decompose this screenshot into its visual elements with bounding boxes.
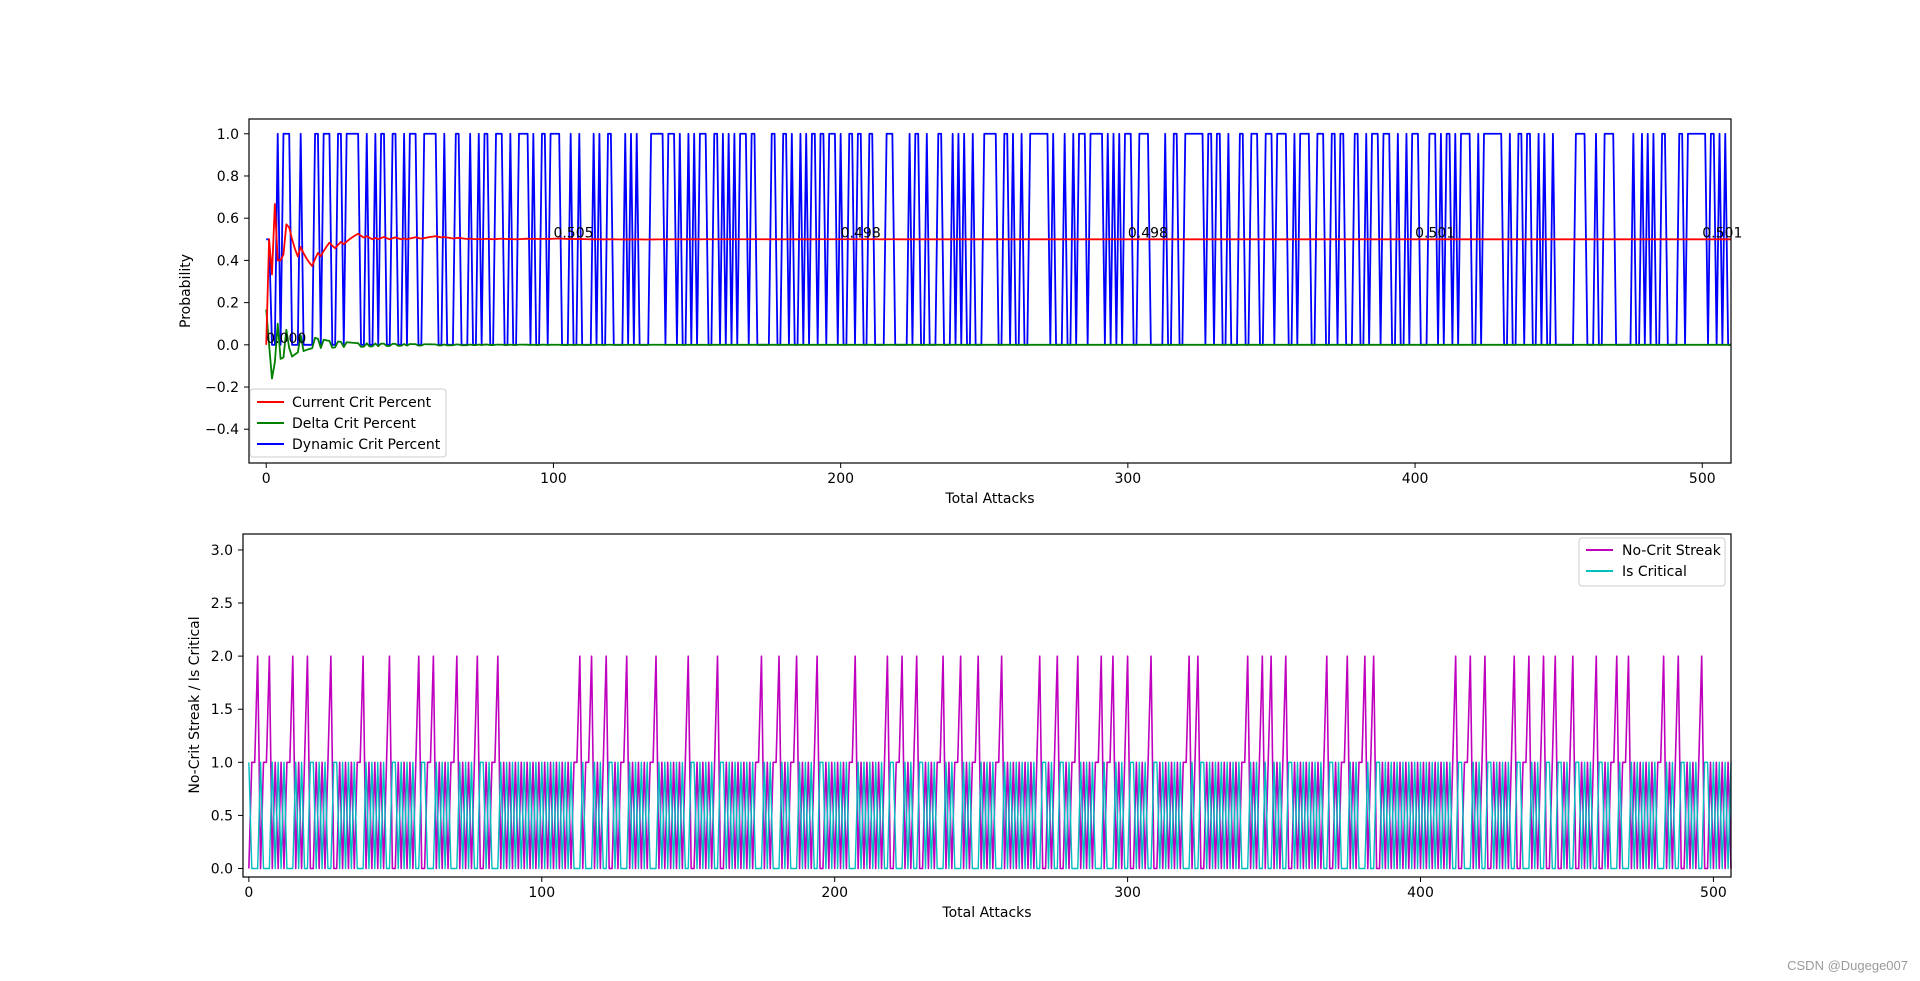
top-ytick-label: 1.0 (217, 127, 239, 143)
legend-label-critical: Is Critical (1622, 564, 1687, 580)
bottom-legend: No-Crit Streak Is Critical (1578, 537, 1726, 587)
bottom-legend-box (1578, 537, 1726, 587)
bottom-ytick-label: 0.0 (211, 862, 233, 878)
bottom-xtick-label: 100 (528, 885, 555, 901)
bottom-plot-area (248, 655, 1732, 870)
value-annotation: 0.505 (553, 225, 593, 241)
bottom-xtick-label: 500 (1700, 885, 1727, 901)
top-xtick-label: 100 (540, 471, 567, 487)
bottom-chart: 0 100 200 300 400 500 0.0 0.5 1.0 1.5 2.0 2.5 3.0 To… (187, 533, 1732, 921)
bottom-xtick-label: 0 (244, 885, 253, 901)
top-ytick-label: 0.8 (217, 169, 239, 185)
value-annotation: 0.498 (841, 225, 881, 241)
bottom-ytick-label: 3.0 (211, 543, 233, 559)
bottom-plot-frame (242, 533, 1732, 878)
legend-label-dynamic: Dynamic Crit Percent (292, 437, 441, 453)
is-critical-line (248, 761, 1732, 870)
bottom-xtick-label: 400 (1407, 885, 1434, 901)
legend-label-streak: No-Crit Streak (1622, 543, 1722, 559)
top-xtick-label: 0 (262, 471, 271, 487)
top-chart: 0.000 0.505 0.498 0.498 0.501 0.501 0 100 200 30… (178, 118, 1742, 507)
top-ytick-label: −0.4 (205, 422, 239, 438)
top-legend-box (249, 388, 447, 458)
top-xtick-label: 500 (1689, 471, 1716, 487)
current-crit-line (265, 203, 1731, 345)
legend-label-delta: Delta Crit Percent (292, 416, 416, 432)
top-xtick-label: 200 (827, 471, 854, 487)
bottom-ytick-label: 2.5 (211, 596, 233, 612)
value-annotation: 0.000 (266, 331, 306, 347)
top-xtick-label: 300 (1114, 471, 1141, 487)
top-ylabel: Probability (178, 254, 194, 328)
legend-label-current: Current Crit Percent (292, 395, 432, 411)
bottom-ytick-label: 1.5 (211, 702, 233, 718)
top-ytick-label: 0.6 (217, 211, 239, 227)
top-plot-frame (248, 118, 1732, 464)
delta-crit-line (265, 309, 1731, 380)
top-ytick-label: 0.2 (217, 296, 239, 312)
top-ytick-label: 0.4 (217, 253, 239, 269)
top-xtick-label: 400 (1402, 471, 1429, 487)
value-annotation: 0.501 (1702, 225, 1742, 241)
watermark: CSDN @Dugege007 (1787, 958, 1908, 973)
bottom-xlabel: Total Attacks (941, 905, 1031, 921)
no-crit-streak-line (248, 655, 1732, 870)
bottom-ylabel: No-Crit Streak / Is Critical (187, 616, 203, 793)
bottom-ytick-label: 1.0 (211, 755, 233, 771)
bottom-ytick-label: 0.5 (211, 808, 233, 824)
top-legend: Current Crit Percent Delta Crit Percent … (249, 388, 447, 458)
bottom-xtick-label: 300 (1114, 885, 1141, 901)
bottom-ytick-label: 2.0 (211, 649, 233, 665)
top-ytick-label: 0.0 (217, 338, 239, 354)
bottom-axes: 0 100 200 300 400 500 0.0 0.5 1.0 1.5 2.0 2.5 3.0 (211, 543, 1727, 901)
value-annotation: 0.501 (1415, 225, 1455, 241)
top-plot-area: 0.000 0.505 0.498 0.498 0.501 0.501 (265, 132, 1742, 380)
top-axes: 0 100 200 300 400 500 −0.4 −0.2 0.0 0.2 0.4 0.6 0.8 1… (205, 127, 1716, 487)
bottom-xtick-label: 200 (821, 885, 848, 901)
top-ytick-label: −0.2 (205, 380, 239, 396)
value-annotation: 0.498 (1128, 225, 1168, 241)
top-xlabel: Total Attacks (944, 491, 1034, 507)
